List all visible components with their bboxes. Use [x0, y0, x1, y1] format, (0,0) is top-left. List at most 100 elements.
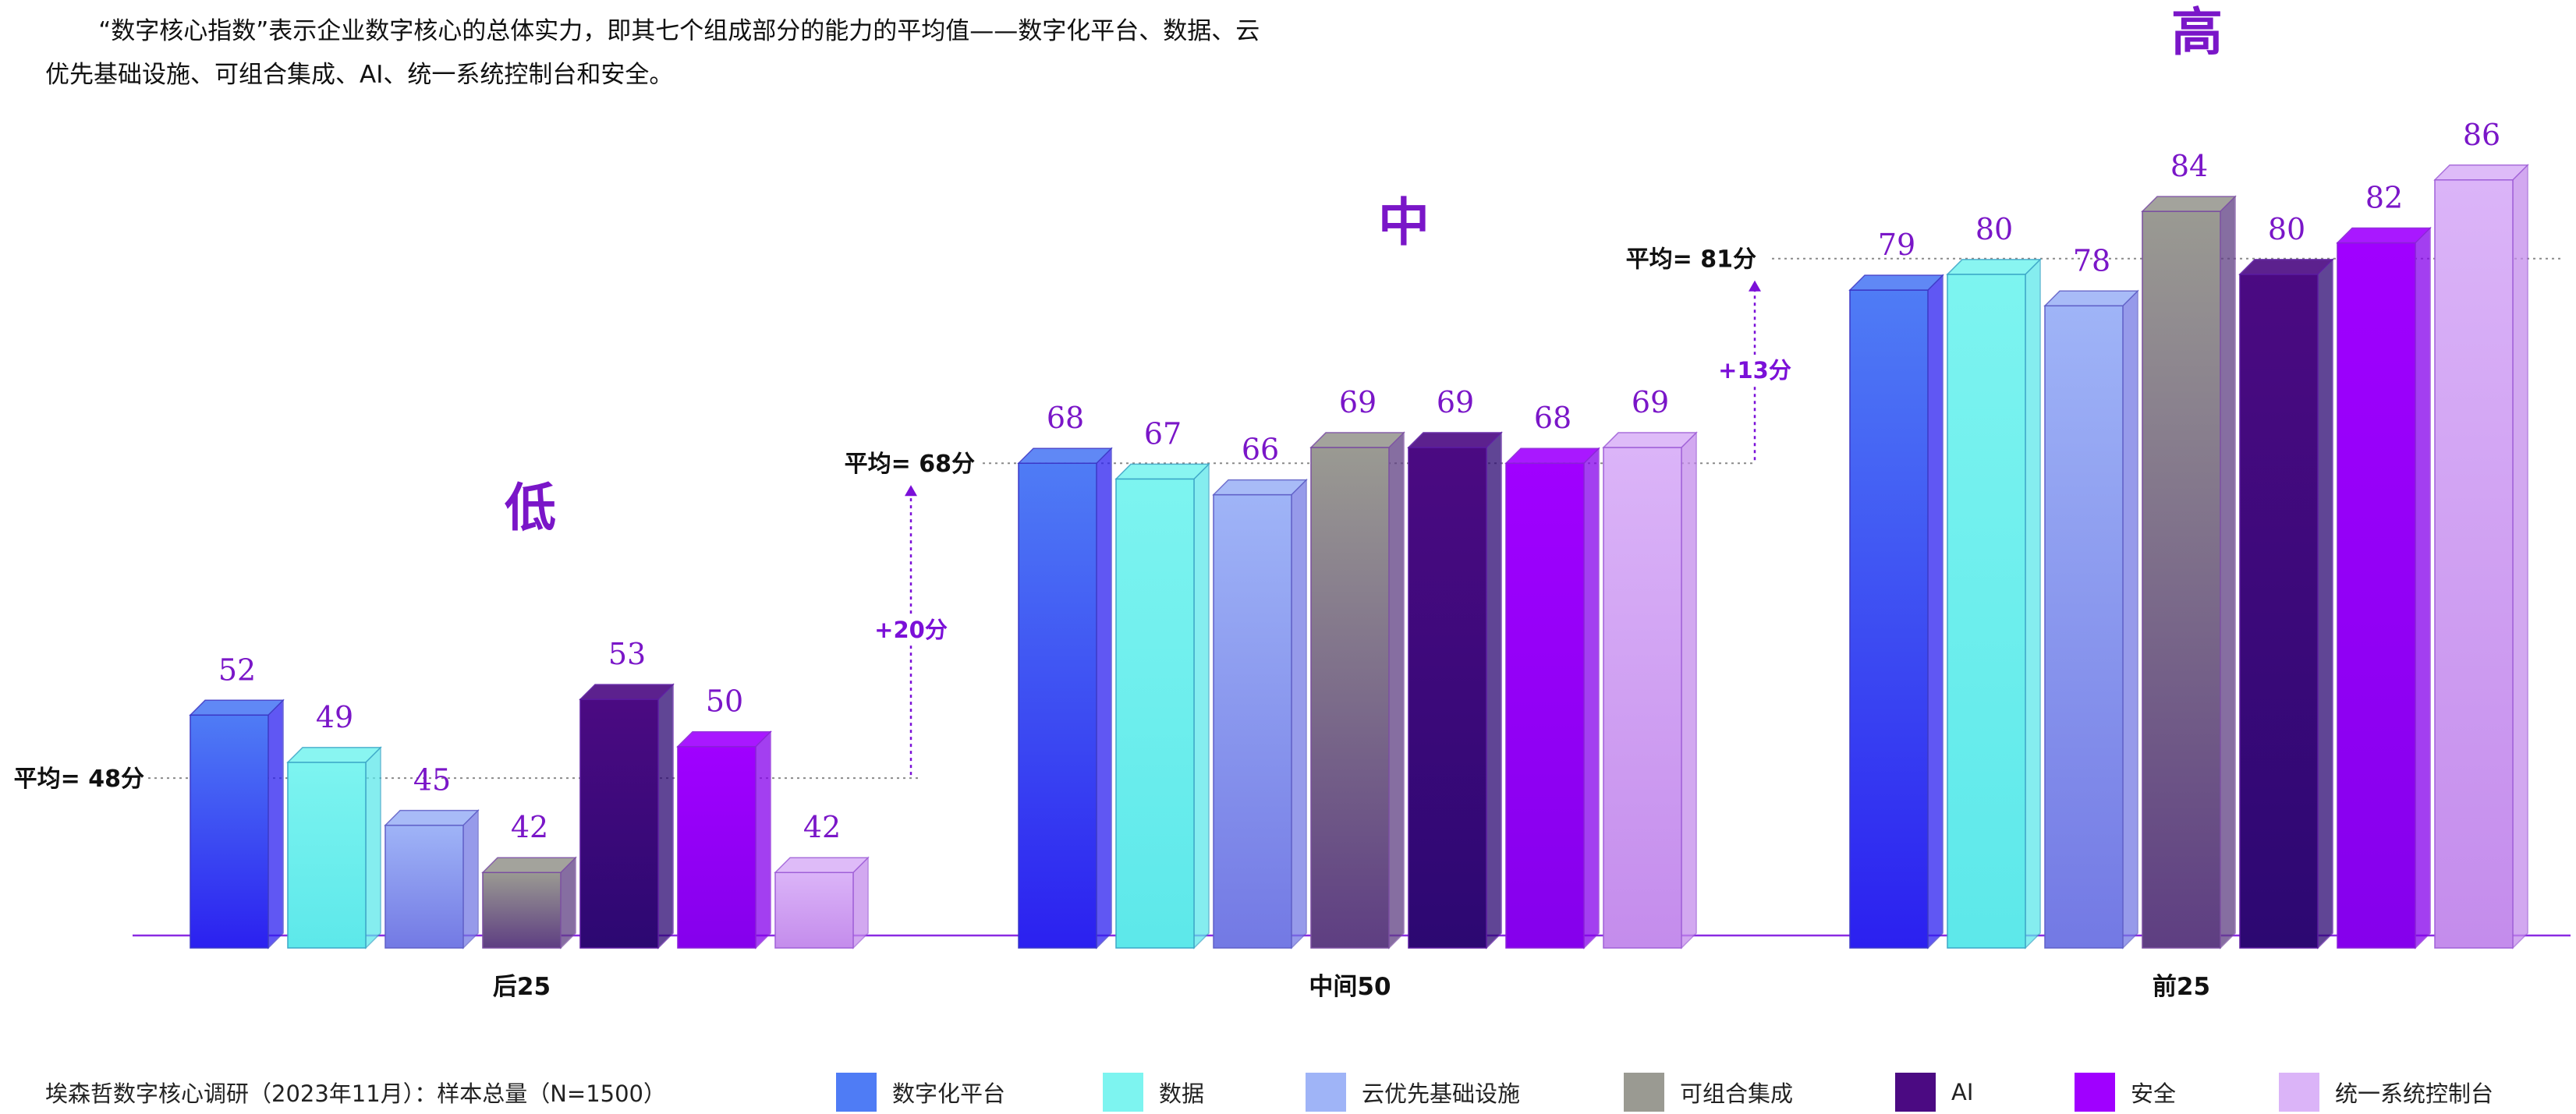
bar-side [1388, 431, 1405, 950]
bar-side [462, 808, 479, 950]
category-label: 前25 [2153, 973, 2210, 1001]
level-label: 高 [2171, 2, 2223, 62]
bar-side [2220, 195, 2236, 950]
bar [2239, 274, 2319, 949]
bar-side [2122, 289, 2138, 950]
bar [1408, 447, 1487, 949]
bar-value-label: 68 [1047, 401, 1084, 435]
bar-top [1114, 463, 1210, 480]
bar [384, 824, 464, 949]
bar-value-label: 69 [1437, 385, 1474, 419]
bar [1603, 447, 1682, 949]
bar-value-label: 86 [2463, 118, 2500, 152]
bar [2142, 210, 2221, 949]
legend-label: 数据 [1159, 1080, 1205, 1107]
bar-value-label: 69 [1339, 385, 1377, 419]
legend-swatch [2279, 1073, 2319, 1112]
bar-value-label: 49 [316, 700, 353, 734]
legend-item: 可组合集成 [1624, 1073, 1793, 1112]
bar [1310, 447, 1390, 949]
legend-label: 数字化平台 [892, 1080, 1006, 1107]
bar-side [755, 730, 771, 950]
legend-label: 云优先基础设施 [1362, 1080, 1521, 1107]
source-note: 埃森哲数字核心调研（2023年11月）：样本总量（N=1500） [45, 1080, 666, 1107]
bar [2337, 242, 2416, 949]
bar-side [657, 683, 674, 950]
bar [1849, 289, 1929, 949]
legend-swatch [2075, 1073, 2115, 1112]
bar [287, 762, 367, 949]
bar-value-label: 82 [2365, 181, 2403, 215]
bar-top [1017, 447, 1113, 464]
bar-top [286, 747, 382, 763]
bar [579, 698, 659, 949]
bar [1018, 462, 1097, 949]
bar [774, 872, 854, 949]
bar-value-label: 84 [2170, 149, 2208, 183]
bar-side [1681, 431, 1697, 950]
average-label: 平均= 48分 [14, 766, 144, 793]
bar [482, 872, 562, 949]
legend-swatch [1624, 1073, 1664, 1112]
bar-top [774, 857, 870, 873]
legend-swatch [1895, 1073, 1936, 1112]
bar-value-label: 67 [1144, 416, 1182, 451]
increment-arrow-head [1749, 280, 1761, 292]
bar-value-label: 66 [1242, 433, 1279, 467]
bar-top [1848, 274, 1944, 291]
legend-label: 安全 [2131, 1080, 2177, 1107]
category-label: 后25 [493, 973, 551, 1001]
bar-top [481, 857, 577, 873]
intro-paragraph: “数字核心指数”表示企业数字核心的总体实力，即其七个组成部分的能力的平均值——数… [45, 17, 1260, 89]
increment-arrow-head [905, 485, 917, 497]
bar-side [268, 698, 284, 950]
legend-item: 云优先基础设施 [1306, 1073, 1520, 1112]
legend-swatch [1306, 1073, 1346, 1112]
bar-side [1583, 447, 1600, 950]
bar-side [2415, 226, 2431, 950]
bar-top [676, 730, 772, 748]
bar [2434, 179, 2514, 949]
bar-side [365, 746, 381, 950]
bar-top [2238, 259, 2334, 275]
bar-top [384, 809, 480, 826]
bar-value-label: 80 [1975, 212, 2013, 246]
bar-top [1407, 432, 1503, 448]
bar-value-label: 53 [608, 637, 646, 671]
legend-item: 数字化平台 [836, 1073, 1005, 1112]
increment-label-bg [870, 614, 951, 646]
bar [1213, 493, 1292, 949]
bar-side [2317, 258, 2333, 950]
bar-top [1946, 259, 2042, 275]
increment-label: +20分 [874, 617, 948, 643]
bar [1505, 462, 1585, 949]
bar-top [189, 699, 285, 716]
legend-item: AI [1895, 1073, 1973, 1112]
bar-side [2512, 163, 2528, 950]
bar-side [1486, 431, 1502, 950]
bar [2044, 305, 2124, 949]
bar-value-label: 78 [2073, 243, 2110, 278]
category-label: 中间50 [1309, 973, 1391, 1001]
bar-value-label: 42 [511, 810, 548, 844]
bar-value-label: 80 [2268, 212, 2305, 246]
level-label: 中 [1378, 192, 1430, 253]
bar-top [1212, 479, 1308, 496]
bar-top [2141, 196, 2237, 212]
increment-label: +13分 [1718, 357, 1791, 384]
bar-value-label: 52 [218, 652, 256, 687]
bar-value-label: 69 [1632, 385, 1669, 419]
bar-top [2043, 290, 2139, 307]
bar-side [1291, 478, 1307, 950]
bar [677, 745, 757, 949]
bar-side [560, 856, 576, 950]
bar-value-label: 68 [1534, 401, 1571, 435]
legend-item: 数据 [1103, 1073, 1204, 1112]
average-label: 平均= 68分 [845, 451, 975, 478]
bar-top [579, 684, 675, 700]
legend-item: 安全 [2075, 1073, 2176, 1112]
bar-value-label: 79 [1878, 228, 1915, 262]
bar-side [1096, 447, 1112, 950]
bar-value-label: 45 [413, 763, 451, 797]
bar-top [1309, 432, 1405, 448]
